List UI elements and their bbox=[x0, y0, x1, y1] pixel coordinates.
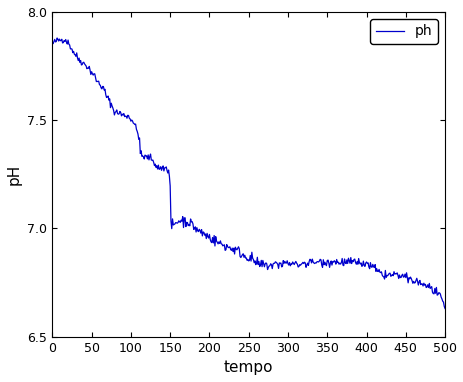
Line: ph: ph bbox=[52, 38, 444, 309]
ph bbox=[375, 269, 380, 274]
ph bbox=[303, 265, 308, 270]
Legend: ph: ph bbox=[369, 19, 437, 44]
X-axis label: tempo: tempo bbox=[224, 360, 273, 375]
ph bbox=[50, 41, 55, 45]
ph bbox=[193, 230, 199, 234]
ph bbox=[441, 306, 447, 311]
ph bbox=[147, 152, 153, 156]
ph bbox=[54, 36, 60, 40]
ph bbox=[307, 257, 313, 262]
ph bbox=[164, 168, 169, 173]
Y-axis label: pH: pH bbox=[7, 163, 22, 185]
